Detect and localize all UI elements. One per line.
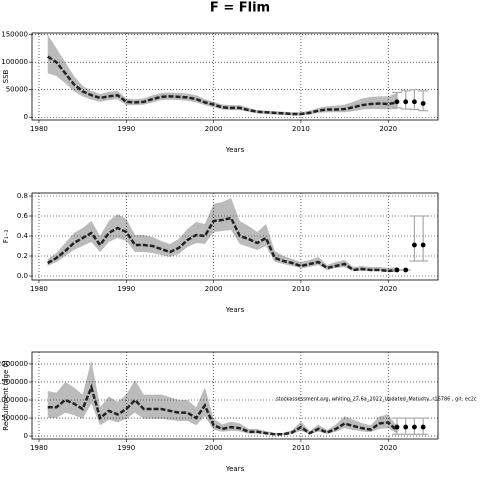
x-tick-label: 1980: [30, 285, 48, 293]
projection-point: [412, 424, 417, 430]
projection-point: [420, 242, 426, 248]
y-tick-label: 0.6: [17, 212, 29, 220]
y-tick-label: 0.2: [17, 252, 28, 260]
error-bar: [418, 90, 429, 112]
y-tick-label: 0.0: [17, 272, 28, 280]
y-tick-label: 0: [24, 432, 28, 440]
y-tick-label: 0: [24, 113, 28, 121]
y-tick-label: 1000000: [0, 396, 28, 404]
x-tick-label: 1990: [117, 125, 135, 133]
y-axis-label: F₁₋₃: [2, 230, 10, 244]
y-tick-label: 500000: [1, 414, 28, 422]
y-axis-label: SSB: [2, 69, 10, 83]
y-tick-label: 0.4: [17, 232, 29, 240]
x-axis-label: Years: [225, 146, 245, 154]
projection-point: [412, 99, 417, 105]
x-tick-label: 2000: [205, 285, 223, 293]
x-tick-label: 2010: [292, 125, 310, 133]
projection-point: [394, 267, 400, 273]
plot-frame: [31, 32, 439, 121]
confidence-band: [47, 198, 397, 272]
x-tick-label: 2020: [379, 285, 397, 293]
error-bar: [409, 215, 420, 262]
x-tick-label: 1990: [117, 444, 135, 452]
x-tick-label: 1990: [117, 285, 135, 293]
y-tick-label: 0.8: [17, 192, 28, 200]
x-tick-label: 1980: [30, 444, 48, 452]
x-tick-label: 1980: [30, 125, 48, 133]
y-tick-label: 1500000: [0, 378, 28, 386]
x-axis-label: Years: [225, 306, 245, 314]
projection-point: [420, 424, 426, 430]
projection-point: [403, 267, 409, 273]
plot: [32, 33, 438, 120]
x-tick-label: 2000: [205, 444, 223, 452]
estimate-line: [47, 55, 398, 116]
x-tick-label: 2010: [292, 285, 310, 293]
confidence-band: [47, 34, 397, 116]
plot-frame: [31, 351, 439, 440]
x-tick-label: 2010: [292, 444, 310, 452]
x-tick-label: 2000: [205, 125, 223, 133]
plot: [32, 193, 438, 280]
y-tick-label: 100000: [1, 58, 28, 66]
projection-point: [403, 99, 409, 105]
annotation: stockassessment.org, whiting_27.6a_2022_…: [276, 397, 477, 403]
projection-point: [394, 99, 400, 105]
x-tick-label: 2020: [379, 125, 397, 133]
estimate-line: [47, 383, 398, 436]
x-tick-label: 2020: [379, 444, 397, 452]
projection-point: [412, 242, 417, 248]
projection-point: [420, 101, 426, 106]
plot: [32, 352, 438, 439]
chart-title: F = Flim: [210, 1, 270, 16]
y-axis-label: Recruitment (age 0): [2, 360, 10, 431]
estimate-line: [47, 216, 398, 273]
error-bar: [418, 215, 429, 262]
plot-frame: [31, 192, 439, 281]
y-tick-label: 150000: [1, 31, 28, 39]
x-axis-label: Years: [225, 465, 245, 473]
y-tick-label: 2000000: [0, 360, 28, 368]
projection-point: [403, 424, 409, 430]
y-tick-label: 50000: [6, 86, 28, 94]
projection-point: [394, 424, 400, 430]
